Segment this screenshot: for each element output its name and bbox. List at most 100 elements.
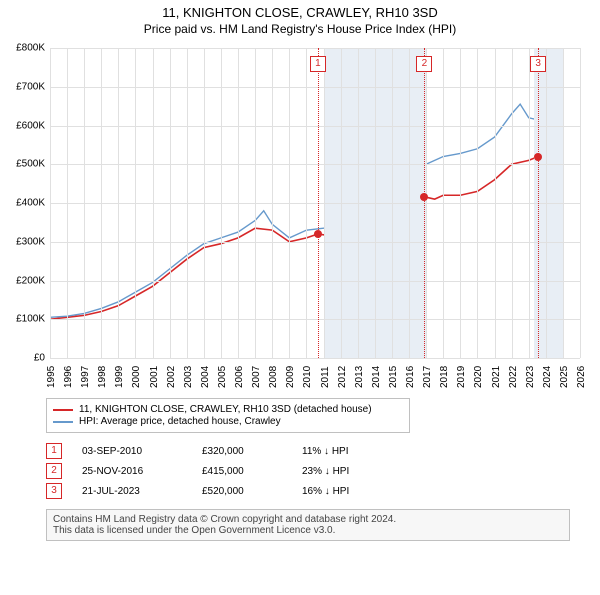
event-price: £415,000 [202,466,302,477]
x-axis-label: 2016 [405,366,416,388]
event-marker-box: 1 [310,56,326,72]
event-point-marker [420,193,428,201]
event-date: 03-SEP-2010 [82,446,202,457]
x-axis-label: 2022 [508,366,519,388]
grid-line-h [50,48,580,49]
x-axis-label: 1995 [46,366,57,388]
grid-line-v [358,48,359,358]
y-axis-label: £300K [16,236,45,247]
event-hpi-diff: 16% ↓ HPI [302,486,402,497]
grid-line-v [409,48,410,358]
legend-item: HPI: Average price, detached house, Craw… [53,416,403,427]
grid-line-v [392,48,393,358]
grid-line-v [443,48,444,358]
grid-line-v [84,48,85,358]
x-axis-label: 2021 [491,366,502,388]
chart-subtitle: Price paid vs. HM Land Registry's House … [0,22,600,36]
plot-area: £0£100K£200K£300K£400K£500K£600K£700K£80… [50,48,580,358]
x-axis-label: 2020 [473,366,484,388]
x-axis-label: 2004 [200,366,211,388]
grid-line-v [495,48,496,358]
grid-line-v [563,48,564,358]
y-axis-label: £600K [16,120,45,131]
x-axis-label: 2019 [456,366,467,388]
grid-line-v [187,48,188,358]
series-hpi [50,104,554,317]
legend: 11, KNIGHTON CLOSE, CRAWLEY, RH10 3SD (d… [46,398,410,433]
x-axis-label: 1998 [97,366,108,388]
event-line [424,48,425,358]
legend-label: 11, KNIGHTON CLOSE, CRAWLEY, RH10 3SD (d… [79,404,372,415]
grid-line-v [238,48,239,358]
attribution-footer: Contains HM Land Registry data © Crown c… [46,509,570,541]
grid-line-v [118,48,119,358]
chart-container: 11, KNIGHTON CLOSE, CRAWLEY, RH10 3SD Pr… [0,5,600,595]
grid-line-v [289,48,290,358]
x-axis-label: 2026 [576,366,587,388]
event-point-marker [314,230,322,238]
event-point-marker [534,153,542,161]
y-axis-label: £0 [34,353,45,364]
grid-line-v [67,48,68,358]
grid-line-v [546,48,547,358]
x-axis-label: 2024 [542,366,553,388]
y-axis-label: £700K [16,81,45,92]
x-axis-label: 2002 [166,366,177,388]
x-axis-label: 2017 [422,366,433,388]
grid-line-v [426,48,427,358]
grid-line-v [170,48,171,358]
legend-item: 11, KNIGHTON CLOSE, CRAWLEY, RH10 3SD (d… [53,404,403,415]
event-price: £520,000 [202,486,302,497]
grid-line-v [477,48,478,358]
event-number-box: 3 [46,483,62,499]
grid-line-v [306,48,307,358]
x-axis-label: 2012 [337,366,348,388]
x-axis-label: 2001 [149,366,160,388]
grid-line-v [153,48,154,358]
x-axis-label: 2023 [525,366,536,388]
event-number-box: 1 [46,443,62,459]
grid-line-h [50,126,580,127]
footer-line-1: Contains HM Land Registry data © Crown c… [53,514,563,525]
grid-line-h [50,242,580,243]
y-axis-label: £800K [16,43,45,54]
grid-line-h [50,87,580,88]
event-table-row: 103-SEP-2010£320,00011% ↓ HPI [46,443,600,459]
grid-line-h [50,281,580,282]
x-axis-label: 2003 [183,366,194,388]
x-axis-label: 2009 [285,366,296,388]
grid-line-h [50,358,580,359]
grid-line-v [460,48,461,358]
grid-line-h [50,164,580,165]
x-axis-label: 2005 [217,366,228,388]
footer-line-2: This data is licensed under the Open Gov… [53,525,563,536]
event-number-box: 2 [46,463,62,479]
event-hpi-diff: 11% ↓ HPI [302,446,402,457]
event-line [538,48,539,358]
event-marker-box: 3 [530,56,546,72]
x-axis-label: 2010 [302,366,313,388]
x-axis-label: 2025 [559,366,570,388]
chart-title: 11, KNIGHTON CLOSE, CRAWLEY, RH10 3SD [0,5,600,20]
grid-line-v [580,48,581,358]
grid-line-v [101,48,102,358]
grid-line-h [50,319,580,320]
grid-line-v [50,48,51,358]
event-table-row: 225-NOV-2016£415,00023% ↓ HPI [46,463,600,479]
x-axis-label: 1999 [114,366,125,388]
grid-line-v [529,48,530,358]
x-axis-label: 2006 [234,366,245,388]
x-axis-label: 2008 [268,366,279,388]
legend-swatch [53,409,73,411]
grid-line-v [221,48,222,358]
y-axis-label: £100K [16,314,45,325]
grid-line-v [512,48,513,358]
y-axis-label: £500K [16,159,45,170]
x-axis-label: 2000 [131,366,142,388]
grid-line-h [50,203,580,204]
legend-swatch [53,421,73,423]
x-axis-label: 2007 [251,366,262,388]
grid-line-v [204,48,205,358]
y-axis-label: £400K [16,198,45,209]
x-axis-label: 1996 [63,366,74,388]
